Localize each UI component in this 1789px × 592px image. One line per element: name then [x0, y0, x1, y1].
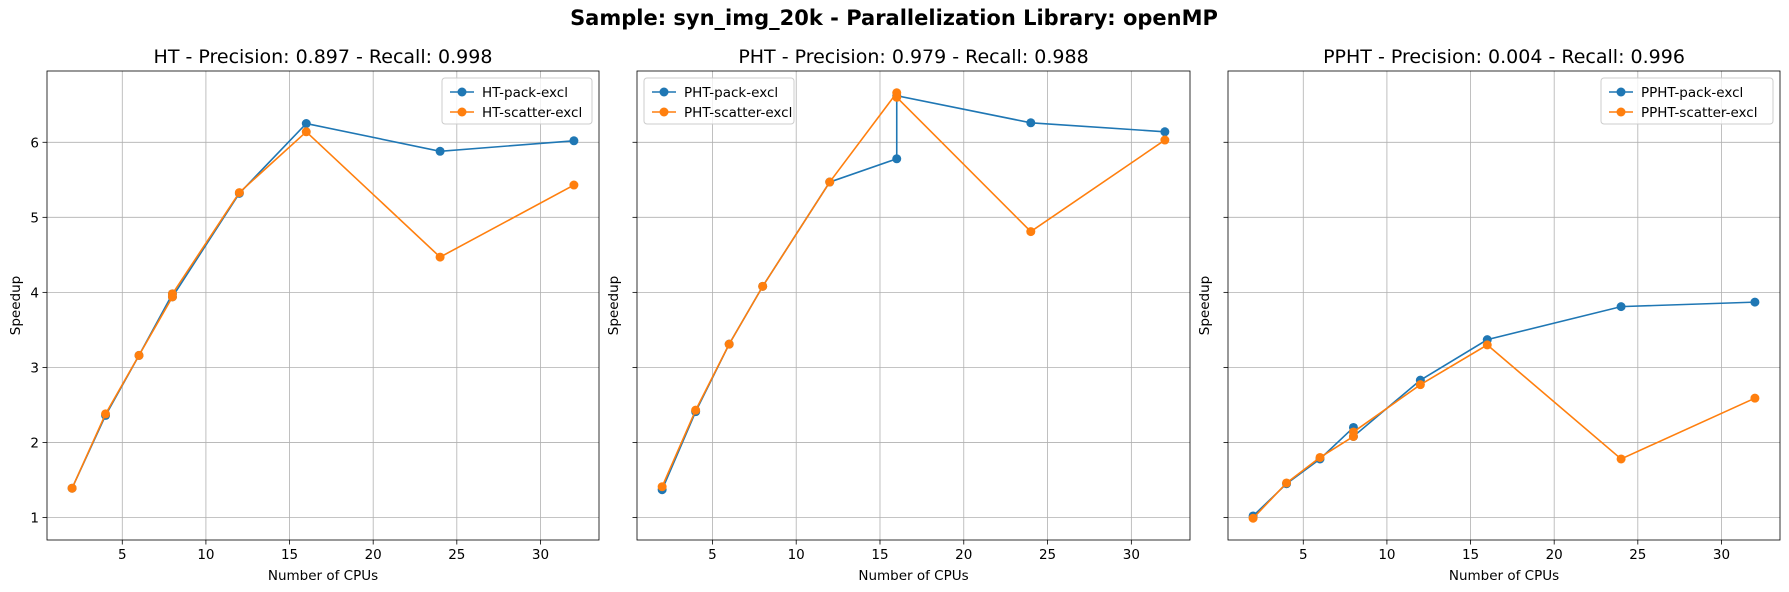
legend-label: PPHT-scatter-excl	[1641, 105, 1757, 121]
y-tick-label: 3	[30, 360, 39, 376]
series-line-scatter	[1252, 343, 1756, 519]
legend-marker-pack	[1616, 87, 1626, 97]
data-point-pack	[892, 154, 902, 164]
chart-panels: 5 10 15 20 25 30 1 2 3 4 5 6 HT - Precision: 0.897 -…	[8, 46, 1781, 584]
x-tick-label: 20	[1546, 547, 1563, 563]
x-tick-label: 20	[955, 547, 972, 563]
legend-label: HT-pack-excl	[482, 85, 568, 101]
data-point-scatter	[569, 180, 579, 190]
x-tick-label: 15	[871, 547, 888, 563]
x-tick-label: 30	[532, 547, 549, 563]
data-point-scatter	[234, 188, 244, 198]
chart-title: PHT - Precision: 0.979 - Recall: 0.988	[738, 46, 1088, 68]
series-line-scatter	[661, 90, 1166, 488]
y-tick-label: 5	[30, 210, 39, 226]
y-tick-label: 2	[30, 435, 39, 451]
x-tick-label: 5	[118, 547, 127, 563]
data-point-scatter	[1248, 513, 1258, 523]
data-point-scatter	[1026, 227, 1036, 237]
legend-box	[643, 77, 795, 125]
legend-marker-pack	[457, 87, 467, 97]
legend-box	[1600, 77, 1774, 125]
data-point-scatter	[301, 127, 311, 137]
y-axis-label: Speedup	[1197, 276, 1213, 335]
y-tick-label: 1	[30, 510, 39, 526]
legend-label: HT-scatter-excl	[482, 105, 582, 121]
legend-marker-scatter	[457, 107, 467, 117]
chart-title: HT - Precision: 0.897 - Recall: 0.998	[154, 46, 493, 68]
x-axis-label: Number of CPUs	[858, 568, 968, 584]
x-tick-label: 30	[1713, 547, 1730, 563]
x-tick-label: 30	[1123, 547, 1140, 563]
y-tick-label: 6	[30, 135, 39, 151]
series-line-scatter	[71, 130, 575, 489]
y-axis-label: Speedup	[8, 276, 24, 335]
legend-label: PHT-scatter-excl	[684, 105, 792, 121]
y-tick-label: 4	[30, 285, 39, 301]
data-point-scatter	[1482, 340, 1492, 350]
chart-title: PPHT - Precision: 0.004 - Recall: 0.996	[1323, 46, 1685, 68]
data-point-scatter	[167, 289, 177, 299]
x-tick-label: 25	[1629, 547, 1646, 563]
y-axis-label: Speedup	[606, 276, 622, 335]
data-point-scatter	[1282, 478, 1292, 488]
data-point-scatter	[758, 281, 768, 291]
x-tick-label: 5	[708, 547, 717, 563]
x-tick-label: 25	[448, 547, 465, 563]
data-point-scatter	[134, 350, 144, 360]
data-point-scatter	[1616, 454, 1626, 464]
x-tick-label: 10	[788, 547, 805, 563]
legend-marker-pack	[659, 87, 669, 97]
data-point-scatter	[435, 252, 445, 262]
data-point-scatter	[101, 409, 111, 419]
chart-panel-3: 5 10 15 20 25 30 PPHT - Precision: 0.004 - Rec…	[1197, 46, 1781, 584]
chart-panel-2: 5 10 15 20 25 30 PHT - Precision: 0.979 - Reca…	[606, 46, 1191, 584]
x-tick-label: 20	[365, 547, 382, 563]
data-point-pack	[435, 146, 445, 156]
data-point-pack	[1616, 302, 1626, 312]
legend-marker-scatter	[1616, 107, 1626, 117]
data-point-pack	[1160, 127, 1170, 137]
x-tick-label: 5	[1299, 547, 1308, 563]
series-line-pack	[1252, 301, 1755, 517]
data-point-pack	[1750, 297, 1760, 307]
series-line-pack	[71, 122, 574, 489]
legend: PHT-pack-excl PHT-scatter-excl	[643, 77, 795, 125]
x-tick-label: 15	[1462, 547, 1479, 563]
data-point-scatter	[825, 177, 835, 187]
plot-frame	[1227, 70, 1781, 541]
data-point-scatter	[1348, 427, 1358, 437]
data-point-pack	[569, 136, 579, 146]
x-tick-label: 10	[197, 547, 214, 563]
data-point-pack	[1026, 118, 1036, 128]
data-point-scatter	[691, 405, 701, 415]
data-point-scatter	[657, 482, 667, 492]
legend-marker-scatter	[659, 107, 669, 117]
x-tick-label: 10	[1378, 547, 1395, 563]
chart-panel-1: 5 10 15 20 25 30 1 2 3 4 5 6 HT - Precision: 0.897 -…	[8, 46, 600, 584]
figure-title: Sample: syn_img_20k - Parallelization Li…	[570, 6, 1218, 30]
legend: PPHT-pack-excl PPHT-scatter-excl	[1600, 77, 1774, 125]
legend: HT-pack-excl HT-scatter-excl	[441, 77, 593, 125]
x-tick-label: 25	[1039, 547, 1056, 563]
data-point-scatter	[1415, 380, 1425, 390]
plot-frame	[636, 70, 1191, 541]
plot-frame	[46, 70, 600, 541]
x-axis-label: Number of CPUs	[268, 568, 378, 584]
legend-label: PPHT-pack-excl	[1641, 85, 1743, 101]
data-point-scatter	[67, 483, 77, 493]
x-axis-label: Number of CPUs	[1449, 568, 1559, 584]
data-point-scatter	[1160, 135, 1170, 145]
legend-box	[441, 77, 593, 125]
x-tick-label: 15	[281, 547, 298, 563]
legend-label: PHT-pack-excl	[684, 85, 778, 101]
data-point-scatter	[1750, 393, 1760, 403]
data-point-scatter	[724, 339, 734, 349]
data-point-scatter	[892, 92, 902, 102]
data-point-pack	[301, 119, 311, 129]
data-point-scatter	[1315, 452, 1325, 462]
